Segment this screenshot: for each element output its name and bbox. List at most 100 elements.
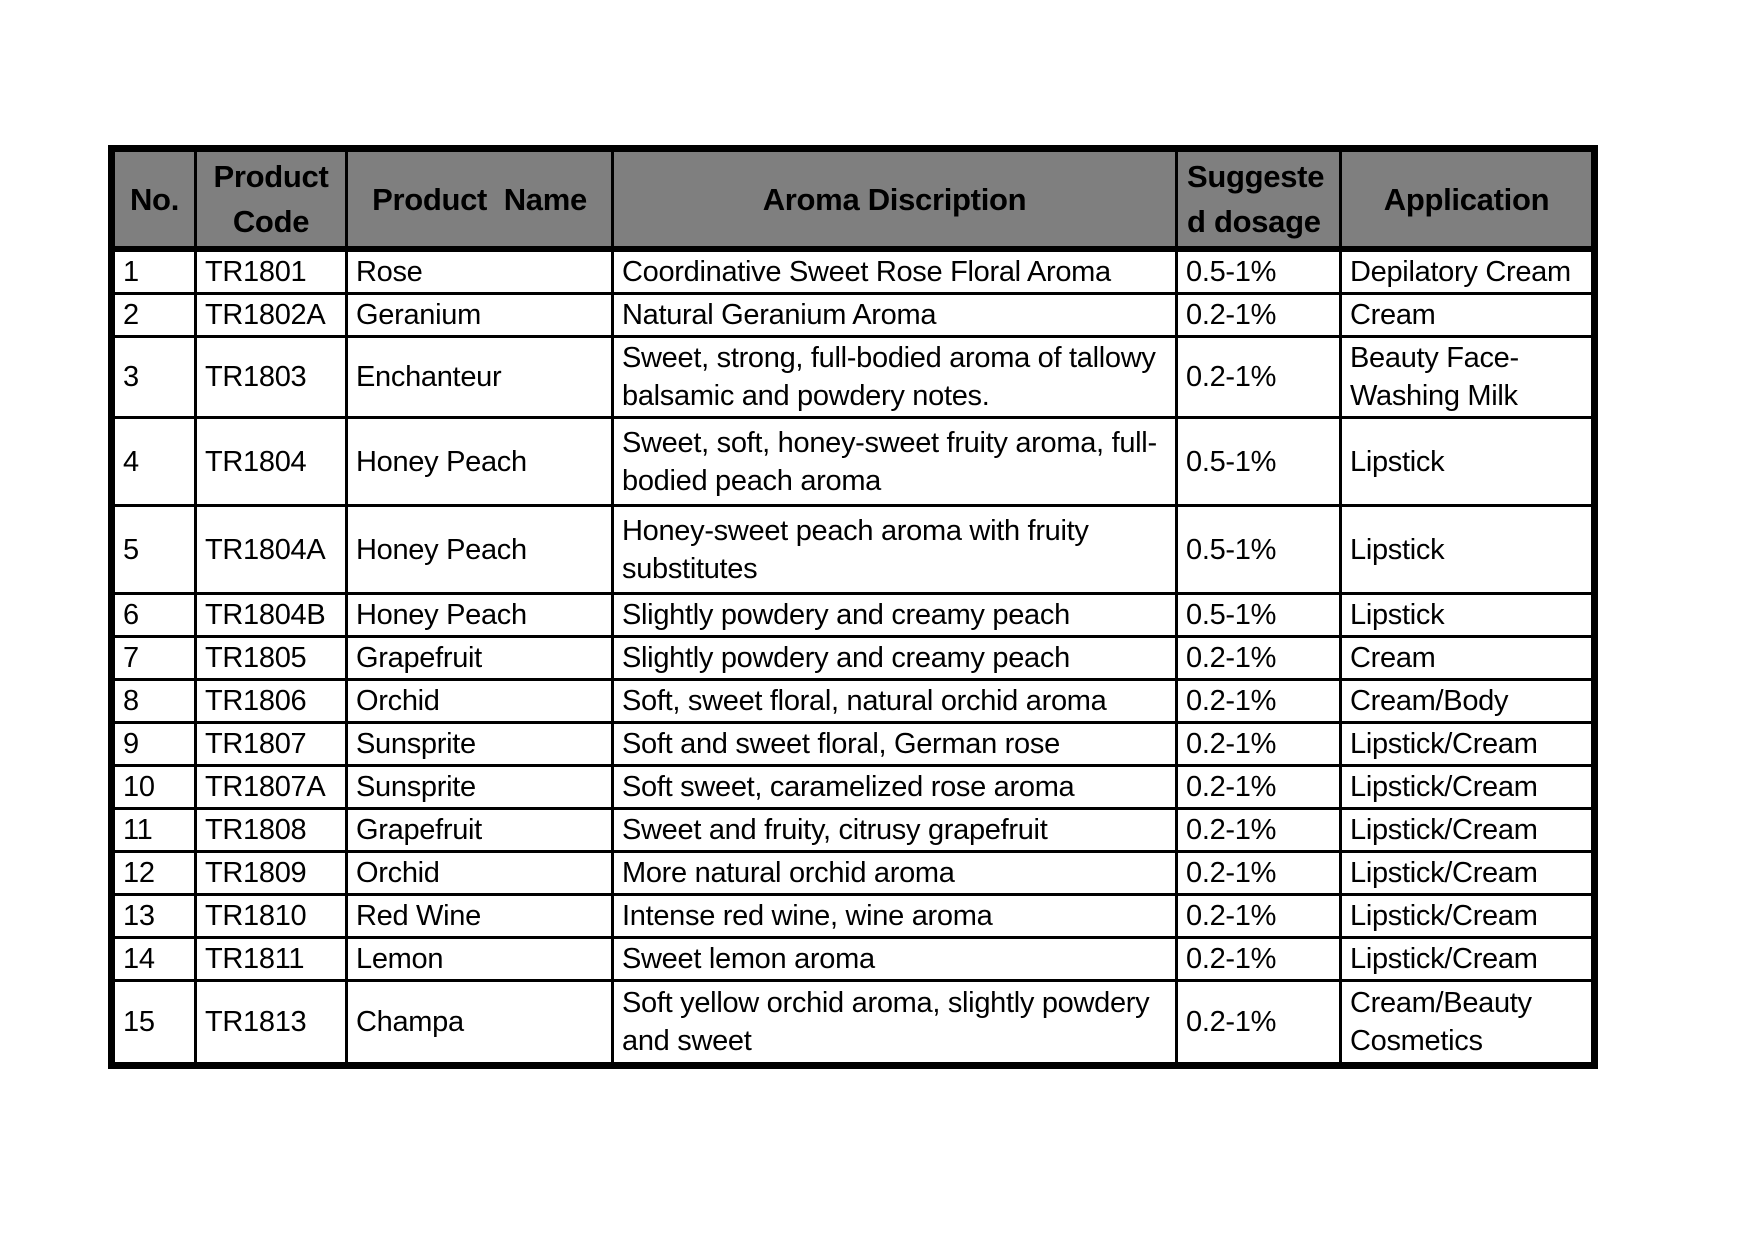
cell-product-name: Honey Peach	[345, 504, 614, 595]
cell-product-name: Champa	[345, 979, 614, 1067]
table-row: 15 TR1813 Champa Soft yellow orchid aroma, …	[110, 979, 1596, 1067]
cell-product-code: TR1804A	[194, 504, 348, 595]
header-application: Application	[1339, 147, 1596, 252]
cell-no: 15	[110, 979, 197, 1067]
cell-product-code: TR1805	[194, 635, 348, 681]
cell-product-name: Grapefruit	[345, 807, 614, 853]
cell-aroma-description: Sweet, strong, full-bodied aroma of tall…	[611, 335, 1178, 419]
table-row: 5 TR1804A Honey Peach Honey-sweet peach aro…	[110, 504, 1596, 595]
cell-application: Lipstick/Cream	[1339, 721, 1596, 767]
cell-no: 12	[110, 850, 197, 896]
table-body: 1 TR1801 Rose Coordinative Sweet Rose Flora…	[110, 247, 1596, 1067]
cell-suggested-dosage: 0.2-1%	[1175, 807, 1342, 853]
header-aroma-description: Aroma Discription	[611, 147, 1178, 252]
cell-aroma-description: More natural orchid aroma	[611, 850, 1178, 896]
table-row: 9 TR1807 Sunsprite Soft and sweet floral, G…	[110, 721, 1596, 767]
cell-application: Lipstick	[1339, 416, 1596, 507]
cell-aroma-description: Soft yellow orchid aroma, slightly powde…	[611, 979, 1178, 1067]
cell-product-code: TR1811	[194, 936, 348, 982]
cell-product-code: TR1807	[194, 721, 348, 767]
header-product-name: Product Name	[345, 147, 614, 252]
cell-suggested-dosage: 0.2-1%	[1175, 893, 1342, 939]
cell-product-code: TR1803	[194, 335, 348, 419]
cell-no: 6	[110, 592, 197, 638]
cell-application: Lipstick	[1339, 504, 1596, 595]
cell-aroma-description: Honey-sweet peach aroma with fruity subs…	[611, 504, 1178, 595]
cell-product-name: Sunsprite	[345, 721, 614, 767]
cell-no: 7	[110, 635, 197, 681]
cell-no: 10	[110, 764, 197, 810]
cell-aroma-description: Sweet, soft, honey-sweet fruity aroma, f…	[611, 416, 1178, 507]
cell-aroma-description: Slightly powdery and creamy peach	[611, 592, 1178, 638]
cell-application: Lipstick/Cream	[1339, 850, 1596, 896]
cell-product-name: Orchid	[345, 678, 614, 724]
cell-application: Beauty Face-Washing Milk	[1339, 335, 1596, 419]
header-suggested-dosage: Suggeste d dosage	[1175, 147, 1342, 252]
header-no: No.	[110, 147, 197, 252]
cell-application: Cream/Beauty Cosmetics	[1339, 979, 1596, 1067]
cell-product-name: Geranium	[345, 292, 614, 338]
cell-product-name: Lemon	[345, 936, 614, 982]
cell-aroma-description: Sweet lemon aroma	[611, 936, 1178, 982]
cell-suggested-dosage: 0.5-1%	[1175, 247, 1342, 295]
cell-application: Lipstick/Cream	[1339, 893, 1596, 939]
cell-product-name: Grapefruit	[345, 635, 614, 681]
table-row: 2 TR1802A Geranium Natural Geranium Aroma 0.…	[110, 292, 1596, 338]
cell-no: 2	[110, 292, 197, 338]
cell-aroma-description: Sweet and fruity, citrusy grapefruit	[611, 807, 1178, 853]
cell-application: Lipstick	[1339, 592, 1596, 638]
header-product-code: Product Code	[194, 147, 348, 252]
cell-suggested-dosage: 0.5-1%	[1175, 592, 1342, 638]
table-header: No. Product Code Product Name Aroma Disc…	[110, 147, 1596, 252]
table-row: 10 TR1807A Sunsprite Soft sweet, caramelize…	[110, 764, 1596, 810]
cell-product-code: TR1809	[194, 850, 348, 896]
cell-product-name: Honey Peach	[345, 592, 614, 638]
cell-no: 14	[110, 936, 197, 982]
cell-suggested-dosage: 0.2-1%	[1175, 292, 1342, 338]
cell-no: 11	[110, 807, 197, 853]
cell-application: Lipstick/Cream	[1339, 936, 1596, 982]
cell-aroma-description: Slightly powdery and creamy peach	[611, 635, 1178, 681]
cell-no: 9	[110, 721, 197, 767]
cell-product-name: Rose	[345, 247, 614, 295]
cell-application: Depilatory Cream	[1339, 247, 1596, 295]
cell-product-code: TR1801	[194, 247, 348, 295]
table-row: 1 TR1801 Rose Coordinative Sweet Rose Flora…	[110, 247, 1596, 295]
table-row: 7 TR1805 Grapefruit Slightly powdery and cr…	[110, 635, 1596, 681]
cell-no: 4	[110, 416, 197, 507]
cell-application: Lipstick/Cream	[1339, 807, 1596, 853]
cell-suggested-dosage: 0.2-1%	[1175, 635, 1342, 681]
cell-product-code: TR1804B	[194, 592, 348, 638]
cell-product-code: TR1808	[194, 807, 348, 853]
cell-product-code: TR1813	[194, 979, 348, 1067]
cell-aroma-description: Intense red wine, wine aroma	[611, 893, 1178, 939]
cell-product-name: Sunsprite	[345, 764, 614, 810]
table-row: 6 TR1804B Honey Peach Slightly powdery and …	[110, 592, 1596, 638]
cell-product-name: Enchanteur	[345, 335, 614, 419]
cell-product-name: Red Wine	[345, 893, 614, 939]
cell-product-code: TR1804	[194, 416, 348, 507]
table-row: 12 TR1809 Orchid More natural orchid aroma 0…	[110, 850, 1596, 896]
cell-application: Cream/Body	[1339, 678, 1596, 724]
cell-no: 8	[110, 678, 197, 724]
cell-application: Cream	[1339, 292, 1596, 338]
cell-suggested-dosage: 0.2-1%	[1175, 678, 1342, 724]
cell-product-code: TR1802A	[194, 292, 348, 338]
cell-no: 1	[110, 247, 197, 295]
cell-suggested-dosage: 0.5-1%	[1175, 504, 1342, 595]
cell-product-name: Orchid	[345, 850, 614, 896]
cell-product-code: TR1810	[194, 893, 348, 939]
table-row: 14 TR1811 Lemon Sweet lemon aroma 0.2-1% Lips…	[110, 936, 1596, 982]
cell-suggested-dosage: 0.2-1%	[1175, 721, 1342, 767]
cell-product-code: TR1806	[194, 678, 348, 724]
cell-aroma-description: Soft, sweet floral, natural orchid aroma	[611, 678, 1178, 724]
cell-application: Lipstick/Cream	[1339, 764, 1596, 810]
cell-aroma-description: Soft and sweet floral, German rose	[611, 721, 1178, 767]
cell-suggested-dosage: 0.2-1%	[1175, 850, 1342, 896]
cell-suggested-dosage: 0.2-1%	[1175, 335, 1342, 419]
cell-suggested-dosage: 0.2-1%	[1175, 936, 1342, 982]
product-table: No. Product Code Product Name Aroma Disc…	[108, 145, 1598, 1069]
cell-no: 3	[110, 335, 197, 419]
cell-aroma-description: Natural Geranium Aroma	[611, 292, 1178, 338]
